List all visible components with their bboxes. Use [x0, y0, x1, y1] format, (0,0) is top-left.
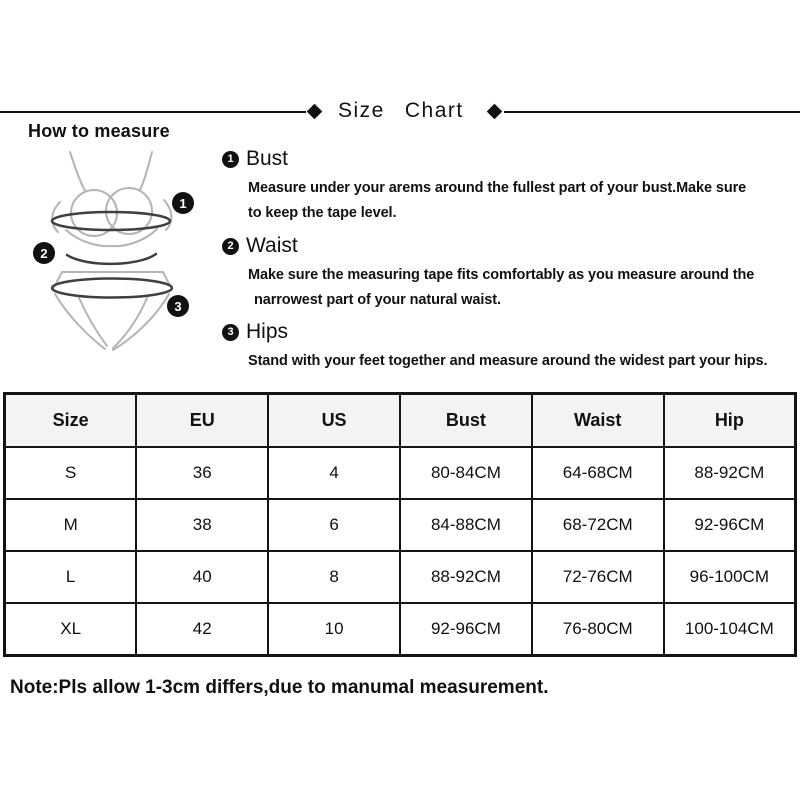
marker-2-badge: 2 — [33, 242, 55, 264]
page-title-word: Chart — [404, 99, 464, 122]
table-cell: 76-80CM — [530, 602, 665, 657]
table-row: XL 42 10 92-96CM 76-80CM 100-104CM — [3, 602, 797, 657]
section-waist-text-line: narrowest part of your natural waist. — [254, 292, 501, 308]
table-cell: 92-96CM — [662, 498, 797, 552]
header-divider-left — [0, 111, 306, 113]
note-text: Note:Pls allow 1-3cm differs,due to manu… — [10, 677, 549, 698]
table-row: L 40 8 88-92CM 72-76CM 96-100CM — [3, 550, 797, 604]
table-cell: 88-92CM — [398, 550, 533, 604]
table-cell: 92-96CM — [398, 602, 533, 657]
bikini-bottom-outline — [52, 271, 173, 351]
section-hips: 3 Hips Stand with your feet together and… — [222, 320, 800, 374]
section-bust-text-line: to keep the tape level. — [248, 205, 397, 221]
section-hips-text-line: Stand with your feet together and measur… — [248, 353, 768, 369]
how-to-measure-heading: How to measure — [28, 121, 170, 141]
page-title: Size Chart — [338, 99, 464, 123]
section-waist-title: Waist — [246, 234, 298, 257]
table-cell: 36 — [135, 446, 270, 500]
table-cell: 68-72CM — [530, 498, 665, 552]
bust-measure-ellipse — [50, 210, 172, 232]
table-cell: 80-84CM — [398, 446, 533, 500]
page-title-word: Size — [338, 99, 385, 122]
table-cell: 72-76CM — [530, 550, 665, 604]
column-header-size: Size — [3, 392, 138, 448]
table-cell: 64-68CM — [530, 446, 665, 500]
diamond-icon — [306, 103, 323, 120]
number-3-badge-icon: 3 — [222, 323, 239, 341]
table-cell: 96-100CM — [662, 550, 797, 604]
section-hips-title: Hips — [246, 320, 289, 343]
column-header-us: US — [267, 392, 401, 448]
number-1-badge-icon: 1 — [222, 150, 239, 168]
table-cell: M — [3, 498, 138, 552]
table-header-row: Size EU US Bust Waist Hip — [3, 392, 797, 448]
table-cell: 38 — [135, 498, 270, 552]
waist-measure-arc — [65, 252, 158, 266]
table-cell: 40 — [135, 550, 270, 604]
column-header-hip: Hip — [662, 392, 797, 448]
table-cell: L — [3, 550, 138, 604]
section-bust: 1 Bust Measure under your arems around t… — [222, 147, 800, 226]
column-header-bust: Bust — [398, 392, 533, 448]
table-cell: 10 — [267, 602, 401, 657]
table-cell: 100-104CM — [662, 602, 797, 657]
size-table: Size EU US Bust Waist Hip S 36 4 80-84CM… — [3, 392, 797, 657]
marker-1-number: 1 — [179, 196, 186, 211]
column-header-waist: Waist — [530, 392, 665, 448]
marker-3-badge: 3 — [167, 295, 189, 317]
table-cell: S — [3, 446, 138, 500]
table-row: M 38 6 84-88CM 68-72CM 92-96CM — [3, 498, 797, 552]
column-header-eu: EU — [135, 392, 270, 448]
marker-1-badge: 1 — [172, 192, 194, 214]
table-cell: 8 — [267, 550, 401, 604]
marker-3-number: 3 — [174, 299, 181, 314]
bikini-top-outline — [51, 151, 173, 248]
section-bust-title: Bust — [246, 147, 289, 170]
table-cell: XL — [3, 602, 138, 657]
section-waist-text-line: Make sure the measuring tape fits comfor… — [248, 267, 755, 283]
table-row: S 36 4 80-84CM 64-68CM 88-92CM — [3, 446, 797, 500]
table-cell: 4 — [267, 446, 401, 500]
hip-measure-ellipse — [50, 277, 174, 299]
table-cell: 42 — [135, 602, 270, 657]
header-divider-right — [504, 111, 800, 113]
marker-2-number: 2 — [40, 246, 47, 261]
table-cell: 88-92CM — [662, 446, 797, 500]
table-cell: 6 — [267, 498, 401, 552]
number-2-badge-icon: 2 — [222, 237, 239, 255]
table-cell: 84-88CM — [398, 498, 533, 552]
section-waist: 2 Waist Make sure the measuring tape fit… — [222, 234, 800, 313]
diamond-icon — [486, 103, 503, 120]
measurement-diagram: 1 2 3 — [33, 151, 194, 351]
section-bust-text-line: Measure under your arems around the full… — [248, 180, 747, 196]
